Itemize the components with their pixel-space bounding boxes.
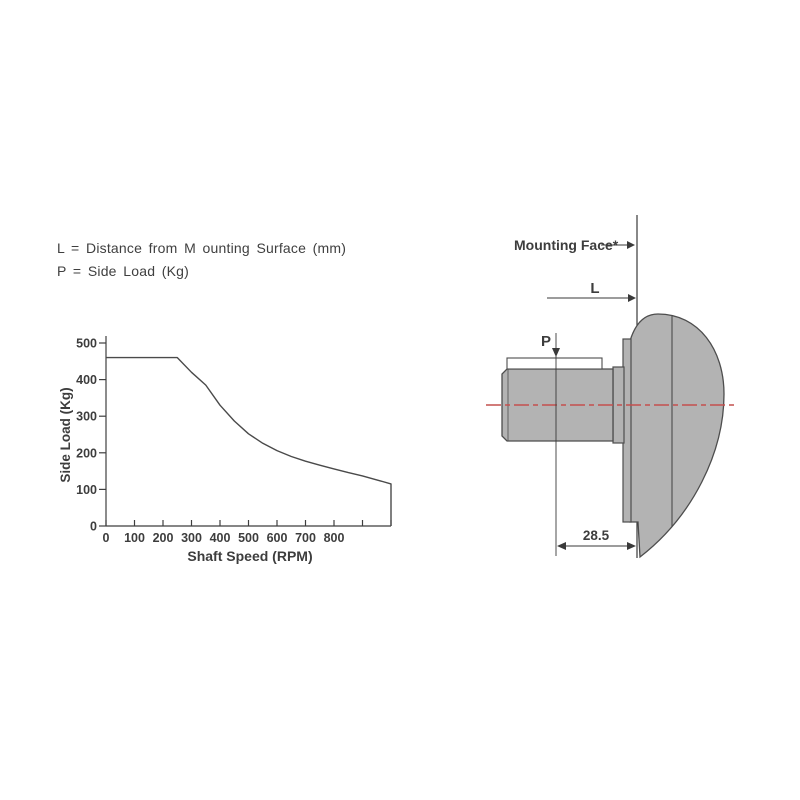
dim-28-5-right-arrowhead-icon bbox=[627, 542, 636, 550]
x-tick-label: 0 bbox=[103, 531, 110, 545]
y-tick-label: 400 bbox=[76, 373, 97, 387]
shaft-drawing: P L Mounting Face* 28.5 bbox=[486, 215, 738, 559]
x-tick-label: 500 bbox=[238, 531, 259, 545]
side-load-chart: 0 100 200 300 400 500 600 700 800 0 100 200 300 400 50… bbox=[58, 336, 392, 564]
y-tick-label: 100 bbox=[76, 483, 97, 497]
dim-label-28-5: 28.5 bbox=[583, 528, 610, 543]
legend-line-l: L = Distance from M ounting Surface (mm) bbox=[57, 240, 347, 256]
l-arrowhead-icon bbox=[628, 294, 636, 302]
y-axis-title: Side Load (Kg) bbox=[58, 387, 73, 482]
y-tick-label: 200 bbox=[76, 446, 97, 460]
x-tick-label: 100 bbox=[124, 531, 145, 545]
x-tick-label: 400 bbox=[210, 531, 231, 545]
x-axis-title: Shaft Speed (RPM) bbox=[187, 548, 312, 564]
x-tick-label: 200 bbox=[153, 531, 174, 545]
mounting-face-label: Mounting Face* bbox=[514, 237, 619, 253]
y-tick-label: 0 bbox=[90, 520, 97, 534]
x-tick-label: 800 bbox=[324, 531, 345, 545]
p-label: P bbox=[541, 333, 551, 350]
legend-line-p: P = Side Load (Kg) bbox=[57, 263, 190, 279]
chart-plot-area: 0 100 200 300 400 500 600 700 800 0 100 200 300 400 50… bbox=[76, 336, 392, 545]
shaft-key bbox=[506, 357, 603, 370]
mounting-face-arrowhead-icon bbox=[627, 241, 635, 249]
motor-body bbox=[629, 313, 725, 559]
y-tick-label: 500 bbox=[76, 337, 97, 351]
dim-28-5-left-arrowhead-icon bbox=[557, 542, 566, 550]
x-tick-label: 300 bbox=[181, 531, 202, 545]
p-arrowhead-icon bbox=[552, 348, 560, 357]
x-tick-label: 600 bbox=[267, 531, 288, 545]
x-tick-label: 700 bbox=[295, 531, 316, 545]
y-tick-label: 300 bbox=[76, 410, 97, 424]
side-load-curve bbox=[106, 356, 392, 526]
l-label: L bbox=[590, 280, 599, 297]
shaft bbox=[501, 368, 614, 442]
